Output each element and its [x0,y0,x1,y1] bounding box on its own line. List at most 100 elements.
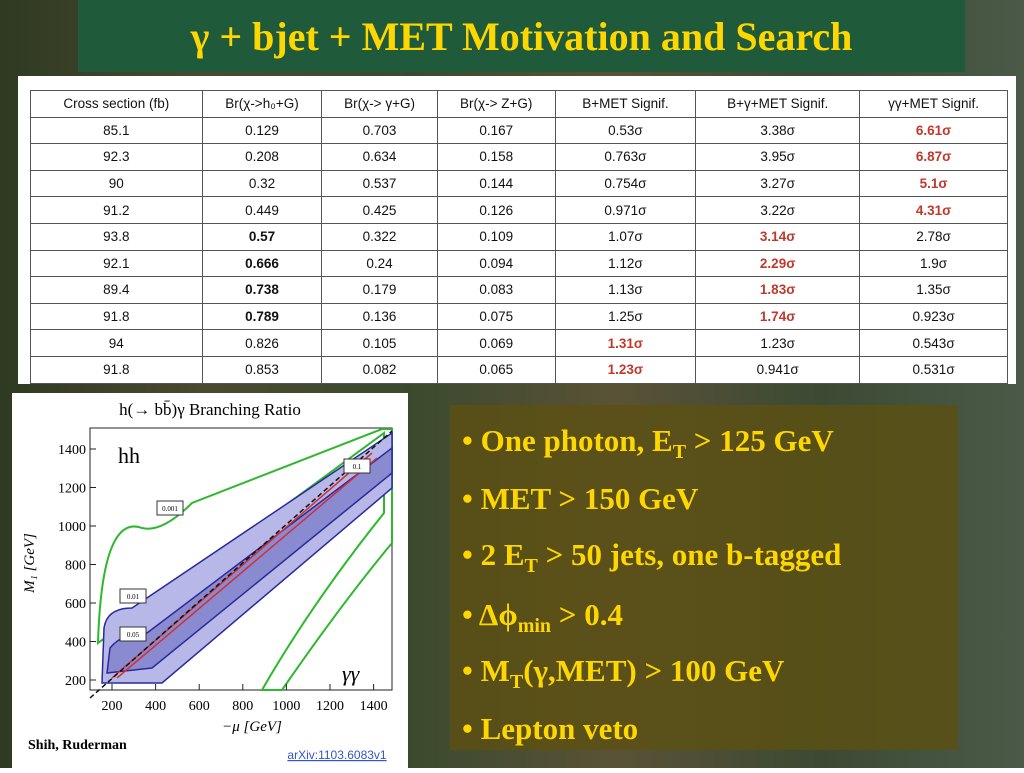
table-cell: 92.1 [30,249,203,278]
table-cell: 3.95σ [695,143,861,171]
x-tick-label: 1400 [360,699,388,714]
y-tick-label: 1200 [58,482,86,497]
credit: Shih, Ruderman [28,738,127,753]
table-cell: 1.9σ [859,249,1008,278]
bullet: • MET > 150 GeV [462,481,698,517]
table-cell: 3.14σ [695,222,861,251]
bullet-text: • Lepton veto [462,711,639,746]
table-cell: 0.144 [436,169,556,198]
table-row: 91.8 0.789 0.136 0.075 1.25σ 1.74σ 0.923σ [30,302,1008,331]
table-cell: 91.8 [30,302,203,331]
bullet: • MT(γ,MET) > 100 GeV [462,653,784,694]
table-cell: 85.1 [30,116,203,145]
table-cell: 0.069 [436,329,556,357]
table-cell: 0.666 [201,249,323,278]
table-cell: 0.322 [321,222,438,251]
table-cell: 3.27σ [695,169,861,198]
y-axis-label: M₁ [GeV] [22,533,38,594]
bullet-text: • M [462,653,510,688]
bullet: • Δϕmin > 0.4 [462,597,623,638]
table-cell: 0.105 [321,329,438,357]
table-row: 89.4 0.738 0.179 0.083 1.13σ 1.83σ 1.35σ [30,276,1008,304]
y-tick-label: 600 [65,597,86,612]
contour-label: 0.1 [353,463,362,471]
table-cell: 0.094 [436,249,556,278]
bullet-text: • 2 E [462,537,525,572]
bullet-text: T [509,671,524,694]
table-cell: 0.208 [201,143,323,171]
table-row: 91.2 0.449 0.425 0.126 0.971σ 3.22σ 4.31σ [30,196,1008,224]
bullet-text: (γ,MET) > 100 GeV [523,653,785,688]
table-cell: 0.941σ [695,355,861,384]
bullet-text: > 0.4 [551,597,623,632]
header-row: Cross section (fb) Br(χ->h₀+G) Br(χ-> γ+G)… [30,90,1008,118]
bullet-text: > 50 jets, one b-tagged [537,537,842,572]
table-cell: 90 [30,169,203,198]
slide-title: γ + bjet + MET Motivation and Search [78,0,965,72]
contour-label: 0.05 [127,631,140,639]
table-cell: 1.25σ [554,302,697,331]
table-cell: 0.126 [436,196,556,224]
table-cell: 6.61σ [859,116,1008,145]
table-cell: 2.29σ [695,249,861,278]
table-cell: 0.082 [321,355,438,384]
table-cell: 4.31σ [859,196,1008,224]
table-cell: 0.531σ [859,355,1008,384]
table-cell: 5.1σ [859,169,1008,198]
table-cell: 0.129 [201,116,323,145]
table-cell: 1.31σ [554,329,697,357]
table-cell: 1.13σ [554,276,697,304]
table-cell: 1.83σ [695,276,861,304]
y-tick-label: 1400 [58,443,86,458]
bullet: • Lepton veto [462,711,638,747]
contour-label-box [119,626,147,642]
table-cell: 0.065 [436,355,556,384]
table-cell: 0.853 [201,355,323,384]
table-cell: 6.87σ [859,143,1008,171]
contour-label-box [156,500,184,516]
table-row: 90 0.32 0.537 0.144 0.754σ 3.27σ 5.1σ [30,169,1008,198]
bullet-text: • Δϕ [462,597,518,632]
x-axis-label: −μ [GeV] [222,719,282,735]
table-cell: 0.158 [436,143,556,171]
table-cell: 2.78σ [859,222,1008,251]
table-cell: 0.083 [436,276,556,304]
table-cell: 92.3 [30,143,203,171]
bullet: • 2 ET > 50 jets, one b-tagged [462,537,841,578]
contour-label-box [119,588,147,604]
bullet-text: • One photon, E [462,423,673,458]
contour-label: 0.001 [162,505,178,513]
header-cell: Cross section (fb) [30,90,203,118]
table-cell: 0.763σ [554,143,697,171]
header-cell: B+MET Signif. [554,90,697,118]
y-tick-label: 400 [65,636,86,651]
table-row: 92.3 0.208 0.634 0.158 0.763σ 3.95σ 6.87σ [30,143,1008,171]
x-tick-label: 1200 [316,699,344,714]
bullet-text: > 125 GeV [686,423,834,458]
table-cell: 0.167 [436,116,556,145]
header-cell: B+γ+MET Signif. [695,90,861,118]
table-cell: 0.32 [201,169,323,198]
table-cell: 1.07σ [554,222,697,251]
region-label: γγ [342,661,361,686]
region-label: hh [118,443,140,468]
bullet-text: T [524,555,538,578]
header-cell: Br(χ->h₀+G) [201,90,323,118]
bullet-text: • MET > 150 GeV [462,481,699,516]
results-table: Cross section (fb) Br(χ->h₀+G) Br(χ-> γ+G)… [30,90,1008,384]
table-cell: 0.449 [201,196,323,224]
table-cell: 0.075 [436,302,556,331]
table-cell: 0.703 [321,116,438,145]
contour [111,452,378,679]
header-cell: Br(χ-> Z+G) [436,90,556,118]
table-cell: 1.35σ [859,276,1008,304]
table-cell: 0.425 [321,196,438,224]
plot: h(→ bb̄)γ Branching Ratio hh γγ 0.001 0.01 0.… [22,400,393,762]
contour-label: 0.01 [127,593,140,601]
table-cell: 3.22σ [695,196,861,224]
table-row: 91.8 0.853 0.082 0.065 1.23σ 0.941σ 0.531σ [30,355,1008,384]
table-cell: 94 [30,329,203,357]
table-cell: 1.12σ [554,249,697,278]
table-cell: 93.8 [30,222,203,251]
